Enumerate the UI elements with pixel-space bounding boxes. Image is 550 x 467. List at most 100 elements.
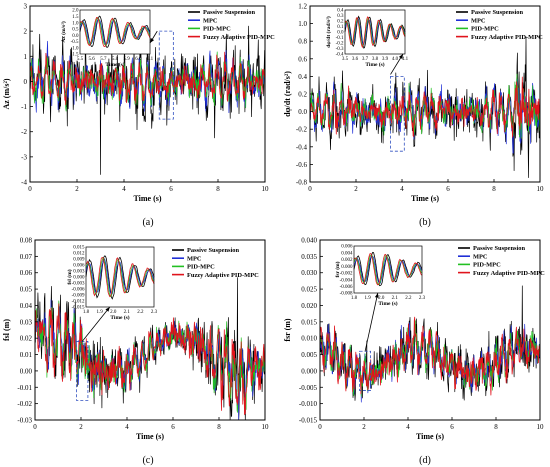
y-tick-label: -0.02 <box>17 400 32 408</box>
legend-entry: Fuzzy Adaptive PID-MPC <box>187 272 259 279</box>
x-tick-label: 10 <box>537 423 545 431</box>
legend-entry: Passive Suspension <box>471 9 523 16</box>
x-tick-label: 0 <box>33 423 37 431</box>
inset-frame <box>79 9 151 55</box>
inset-series-4 <box>344 16 406 49</box>
legend-entry: PID-MPC <box>203 26 231 33</box>
y-tick-label: -3 <box>21 153 27 161</box>
plot-frame <box>34 239 266 421</box>
x-tick-label: 4 <box>400 185 404 193</box>
y-tick-label: 0.2 <box>298 91 307 99</box>
zoom-arrow-head <box>105 307 110 312</box>
inset-y-tick-label: 0.1 <box>337 25 344 30</box>
x-axis-label: Time (s) <box>133 194 161 203</box>
inset-y-tick-label: -1.5 <box>71 53 79 58</box>
legend-entry: PID-MPC <box>187 264 215 271</box>
inset-frame <box>353 245 423 294</box>
inset-x-axis-label: Time (s) <box>365 61 384 68</box>
x-tick-label: 2 <box>75 185 79 193</box>
inset-y-tick-label: -0.1 <box>336 36 344 41</box>
zoom-arrow-head <box>150 38 155 43</box>
legend-entry: Fuzzy Adaptive PID-MPC <box>203 34 275 41</box>
inset-y-tick-label: -0.4 <box>336 53 344 58</box>
y-tick-label: -0.8 <box>296 179 308 187</box>
y-tick-label: 0.04 <box>20 302 33 310</box>
zoom-arrow-line <box>81 306 111 342</box>
y-tick-label: -0.2 <box>296 126 308 134</box>
inset-x-tick-label: 2.0 <box>110 310 117 315</box>
inset-series-3 <box>344 16 406 47</box>
inset-y-tick-label: -0.009 <box>72 294 85 299</box>
y-tick-label: 0.025 <box>301 286 317 294</box>
y-tick-label: -1 <box>21 103 27 111</box>
inset-y-tick-label: 0.012 <box>73 252 85 257</box>
panel-caption: (c) <box>142 455 153 466</box>
inset-x-axis-label: Time (s) <box>110 314 129 321</box>
plot-frame <box>29 5 266 183</box>
inset-y-tick-label: -1.0 <box>71 46 79 51</box>
inset-x-tick-label: 2.0 <box>378 296 385 301</box>
legend-entry: Fuzzy Adaptive PID-MPC <box>473 270 545 277</box>
inset-y-tick-label: 2.0 <box>72 9 79 14</box>
legend-entry: MPC <box>471 17 486 24</box>
inset-y-tick-label: -0.012 <box>72 300 85 305</box>
zoom-arrow-line <box>364 292 379 352</box>
inset-x-tick-label: 1.8 <box>351 296 358 301</box>
zoom-arrow-head <box>374 293 379 298</box>
inset-x-tick-label: 2.3 <box>419 296 426 301</box>
inset-y-tick-label: -0.3 <box>336 47 344 52</box>
inset-x-tick-label: 5.7 <box>100 57 107 62</box>
y-tick-label: 3 <box>24 3 28 11</box>
inset-y-tick-label: -0.5 <box>71 40 79 45</box>
inset-y-tick-label: 0.006 <box>73 264 85 269</box>
x-tick-label: 6 <box>171 423 175 431</box>
legend-entry: MPC <box>187 255 202 262</box>
x-tick-label: 4 <box>406 423 410 431</box>
inset-x-tick-label: 3.8 <box>372 57 379 62</box>
inset-x-axis-label: Time (s) <box>378 300 397 307</box>
inset-x-tick-label: 6.0 <box>135 57 142 62</box>
legend-entry: MPC <box>473 253 488 260</box>
y-tick-label: 0.08 <box>20 237 33 245</box>
x-tick-label: 8 <box>492 185 496 193</box>
y-tick-label: 0.06 <box>20 269 33 277</box>
y-tick-label: 0.030 <box>301 269 317 277</box>
inset-series-4 <box>85 257 155 298</box>
inset-x-tick-label: 1.9 <box>364 296 371 301</box>
y-tick-label: 0.00 <box>20 367 33 375</box>
y-tick-label: 0.000 <box>301 367 317 375</box>
inset-series-1 <box>85 255 155 300</box>
y-tick-label: 0.01 <box>20 351 33 359</box>
x-tick-label: 8 <box>217 423 221 431</box>
inset-series-4 <box>79 17 151 47</box>
inset-y-tick-label: 0.004 <box>341 251 353 256</box>
inset-x-tick-label: 5.6 <box>89 57 96 62</box>
x-tick-label: 10 <box>262 185 270 193</box>
x-axis-label: Time (s) <box>416 432 444 441</box>
y-tick-label: 1.0 <box>298 20 307 28</box>
inset-y-tick-label: 0.000 <box>73 276 85 281</box>
inset-x-tick-label: 5.8 <box>112 57 119 62</box>
inset-y-axis-label: fsl (m) <box>66 269 73 284</box>
inset-y-axis-label: Az (m/s²) <box>60 21 67 43</box>
x-tick-label: 6 <box>169 185 173 193</box>
x-tick-label: 6 <box>450 423 454 431</box>
inset-x-tick-label: 4.1 <box>402 57 409 62</box>
y-tick-label: 0.8 <box>298 38 307 46</box>
inset-y-tick-label: 0.009 <box>73 258 85 263</box>
x-tick-label: 0 <box>28 185 32 193</box>
inset-x-tick-label: 5.5 <box>77 57 84 62</box>
y-axis-label: dφ/dt (rad/s²) <box>283 71 292 117</box>
inset-x-tick-label: 3.5 <box>342 57 349 62</box>
y-tick-label: 0.05 <box>20 286 33 294</box>
legend-entry: Fuzzy Adaptive PID-MPC <box>471 34 543 41</box>
x-tick-label: 10 <box>537 185 545 193</box>
chart-panel-4: 0 2 4 6 8 10 -0.015 -0.010 -0.005 0.000 0.005 0.010… <box>283 237 545 467</box>
x-tick-label: 6 <box>446 185 450 193</box>
y-tick-label: 0.6 <box>298 55 307 63</box>
x-tick-label: 4 <box>122 185 126 193</box>
panel-caption: (b) <box>419 217 431 228</box>
